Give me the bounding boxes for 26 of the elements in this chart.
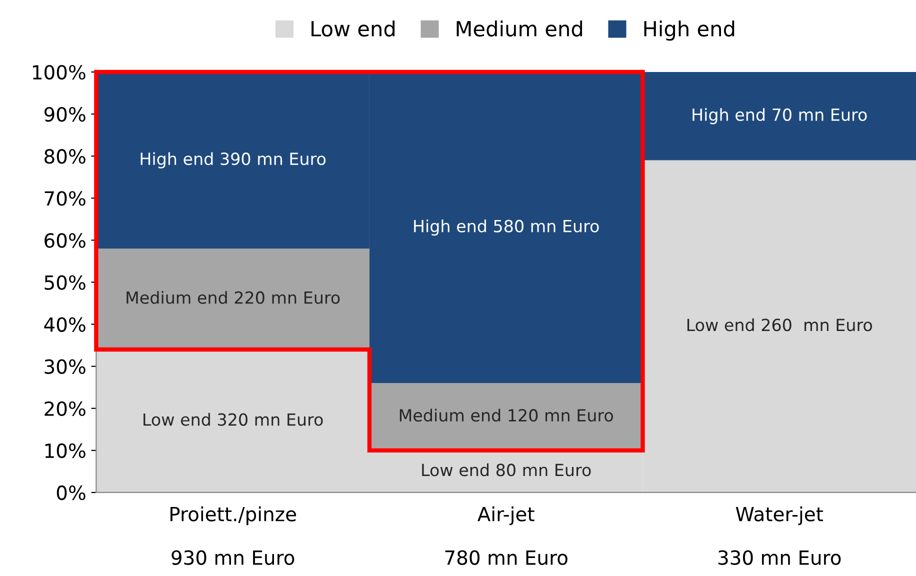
y-tick-label: 40% bbox=[44, 317, 86, 332]
data-label: Low end 80 mn Euro bbox=[422, 463, 591, 476]
category-label: Proiett./pinze 930 mn Euro bbox=[170, 506, 296, 565]
data-label: Low end 260 mn Euro bbox=[687, 318, 872, 332]
y-tick-label: 20% bbox=[44, 401, 86, 416]
bar bbox=[642, 72, 916, 160]
y-tick-label: 0% bbox=[56, 485, 86, 500]
y-tick-label: 70% bbox=[44, 191, 86, 206]
y-tick-label: 80% bbox=[44, 149, 86, 164]
legend-label: Medium end bbox=[456, 20, 582, 37]
category-label: Water-jet 330 mn Euro bbox=[718, 506, 841, 565]
y-tick-label: 90% bbox=[44, 107, 86, 122]
data-label: Medium end 120 mn Euro bbox=[400, 408, 613, 422]
legend-label: High end bbox=[644, 20, 734, 41]
data-label: High end 70 mn Euro bbox=[692, 108, 867, 124]
data-label: High end 580 mn Euro bbox=[414, 220, 599, 236]
data-label: Low end 320 mn Euro bbox=[144, 412, 323, 426]
y-tick-label: 30% bbox=[44, 359, 86, 374]
y-tick-label: 100% bbox=[33, 64, 86, 80]
data-label: High end 390 mn Euro bbox=[140, 152, 326, 168]
y-tick-label: 60% bbox=[44, 233, 86, 248]
y-tick-label: 10% bbox=[45, 443, 86, 458]
data-label: Medium end 220 mn Euro bbox=[126, 290, 340, 304]
y-tick-label: 50% bbox=[44, 275, 86, 290]
legend-label: Low end bbox=[312, 20, 395, 37]
category-label: Air-jet 780 mn Euro bbox=[445, 506, 568, 565]
